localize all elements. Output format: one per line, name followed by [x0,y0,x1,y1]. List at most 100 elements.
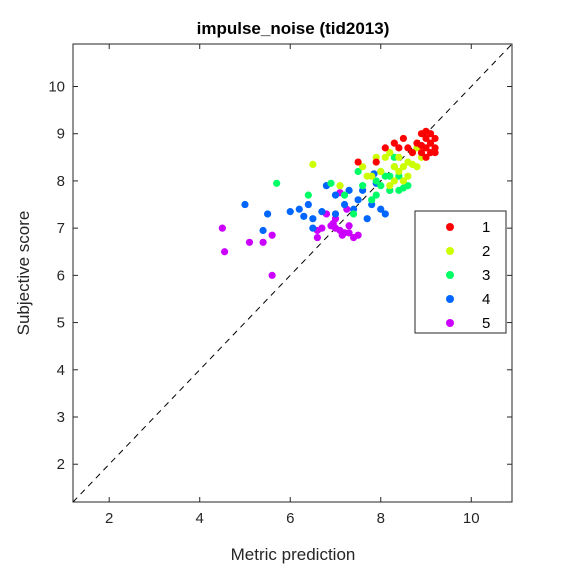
data-points [218,127,439,279]
y-tick-label: 3 [57,409,65,426]
y-tick-label: 7 [57,220,65,237]
data-point-series-2 [390,163,398,171]
legend-label-2: 2 [482,243,490,260]
legend-marker-4 [446,295,454,303]
data-point-series-2 [408,160,417,169]
data-point-series-2 [377,167,385,176]
data-point-series-5 [354,231,362,239]
data-point-series-5 [313,233,321,242]
data-point-series-1 [422,127,430,135]
data-point-series-1 [417,148,426,157]
data-point-series-4 [300,212,308,220]
data-point-series-5 [329,219,337,228]
data-point-series-2 [386,182,394,190]
data-point-series-3 [372,177,380,185]
data-point-series-5 [345,222,353,230]
data-point-series-1 [426,139,435,147]
data-point-series-4 [264,210,272,218]
data-point-series-2 [404,172,412,180]
data-point-series-2 [395,167,403,176]
data-point-series-1 [431,148,439,157]
data-point-series-1 [395,144,403,152]
data-point-series-4 [331,191,340,199]
data-point-series-1 [354,158,362,166]
data-point-series-4 [304,200,312,209]
data-point-series-5 [221,248,229,256]
data-point-series-2 [381,153,389,161]
legend-label-1: 1 [482,219,490,236]
legend: 1 2 3 4 5 [414,210,507,334]
y-axis: 2 3 4 5 6 7 8 9 10 [48,78,512,473]
data-point-series-4 [340,200,349,209]
y-tick-label: 4 [57,362,65,379]
data-point-series-3 [368,196,376,204]
legend-marker-2 [446,247,454,255]
data-point-series-1 [372,158,380,166]
data-point-series-3 [386,172,394,180]
data-point-series-1 [422,153,430,161]
data-point-series-3 [340,191,349,199]
data-point-series-2 [390,177,398,185]
data-point-series-5 [268,231,276,239]
y-tick-label: 8 [57,173,65,190]
data-point-series-4 [381,210,389,218]
data-point-series-3 [273,179,281,187]
data-point-series-1 [431,134,439,143]
data-point-series-2 [399,177,407,185]
legend-label-3: 3 [482,267,490,284]
data-point-series-1 [381,144,389,152]
data-point-series-3 [359,182,367,190]
x-tick-label: 6 [286,510,294,527]
data-point-series-3 [354,167,362,176]
data-point-series-4 [354,196,362,204]
y-axis-label: Subjective score [14,211,33,336]
y-tick-label: 9 [57,126,65,143]
data-point-series-4 [309,215,317,223]
data-point-series-5 [345,229,353,237]
data-point-series-2 [399,163,407,171]
chart-title: impulse_noise (tid2013) [197,19,390,38]
data-point-series-4 [309,224,317,232]
data-point-series-1 [390,139,398,147]
x-tick-label: 8 [377,510,385,527]
data-point-series-4 [331,210,340,218]
data-point-series-2 [309,160,317,169]
data-point-series-4 [377,205,385,213]
data-point-series-2 [359,163,367,171]
data-point-series-2 [395,153,403,161]
legend-marker-3 [446,271,454,279]
legend-label-5: 5 [482,315,490,332]
data-point-series-4 [363,215,371,223]
data-point-series-3 [304,191,312,199]
data-point-series-3 [377,182,385,190]
data-point-series-5 [245,238,254,246]
legend-box [414,210,507,334]
data-point-series-5 [338,231,346,239]
data-point-series-4 [241,200,249,209]
data-point-series-1 [417,141,426,150]
data-point-series-3 [327,179,335,187]
data-point-series-3 [404,182,412,190]
data-point-series-1 [404,144,412,152]
legend-marker-5 [446,319,454,327]
data-point-series-2 [336,182,344,190]
data-point-series-4 [345,186,353,194]
y-tick-label: 10 [48,78,65,95]
y-tick-label: 5 [57,315,65,332]
y-tick-label: 2 [57,456,65,473]
data-point-series-3 [349,210,358,218]
data-point-series-2 [363,172,371,180]
x-tick-label: 4 [196,510,204,527]
data-point-series-5 [259,238,267,246]
data-point-series-1 [422,134,430,143]
x-axis-label: Metric prediction [231,545,356,564]
data-point-series-1 [408,148,417,157]
data-point-series-4 [318,208,326,216]
y-tick-label: 6 [57,267,65,284]
data-point-series-4 [259,226,267,235]
data-point-series-4 [286,208,294,216]
data-point-series-4 [295,205,303,213]
reference-diagonal-line [72,43,513,503]
data-point-series-3 [372,191,380,199]
